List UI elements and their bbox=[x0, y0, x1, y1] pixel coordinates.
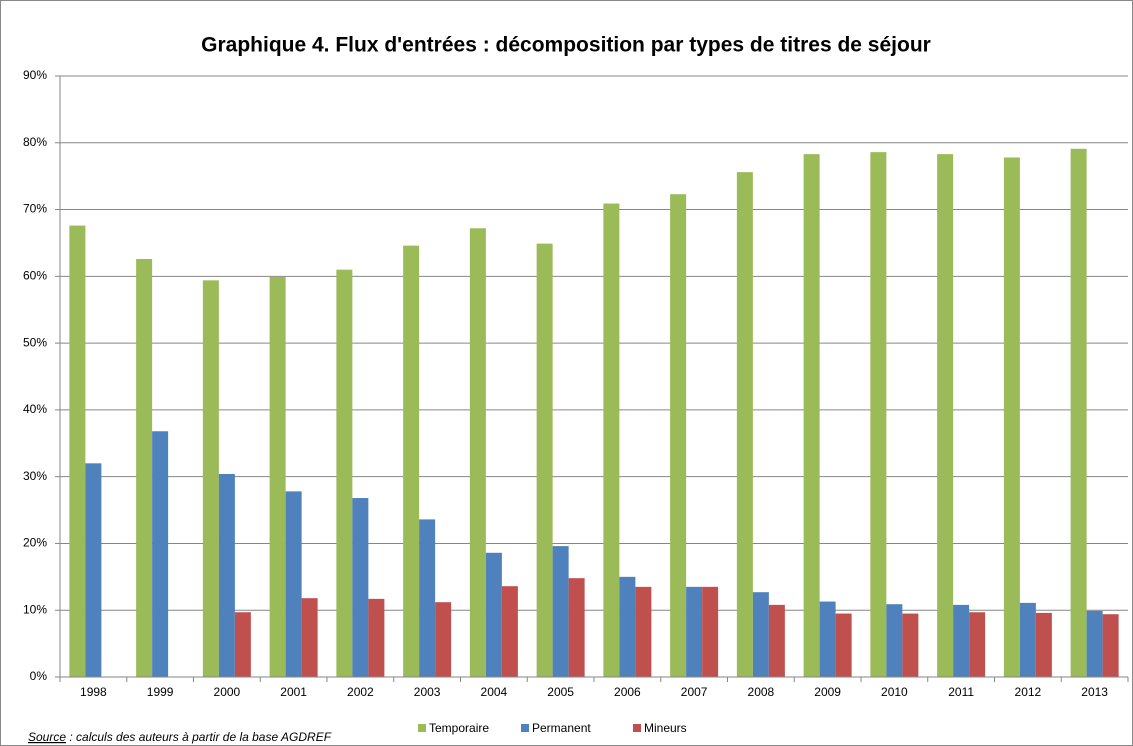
bar bbox=[336, 269, 353, 677]
y-tick-label: 10% bbox=[23, 602, 47, 616]
source-note: Source : calculs des auteurs à partir de… bbox=[28, 730, 332, 744]
legend-label: Temporaire bbox=[429, 721, 489, 735]
bar bbox=[1102, 614, 1119, 677]
chart-title: Graphique 4. Flux d'entrées : décomposit… bbox=[201, 34, 931, 57]
x-tick-label: 2005 bbox=[547, 685, 574, 699]
bar bbox=[285, 491, 302, 677]
y-tick-label: 60% bbox=[23, 269, 47, 283]
x-tick-label: 2011 bbox=[948, 685, 974, 699]
x-tick-label: 2009 bbox=[814, 685, 841, 699]
legend-swatch bbox=[633, 724, 641, 732]
bar bbox=[969, 612, 986, 677]
legend-label: Permanent bbox=[532, 721, 591, 735]
x-tick-label: 2006 bbox=[614, 685, 641, 699]
y-tick-label: 20% bbox=[23, 536, 47, 550]
x-tick-label: 2003 bbox=[414, 685, 441, 699]
bar bbox=[501, 586, 518, 677]
bar bbox=[937, 154, 954, 677]
bar bbox=[568, 578, 585, 677]
bar bbox=[736, 172, 753, 677]
bar bbox=[552, 546, 569, 677]
bar bbox=[469, 228, 486, 677]
source-text: : calculs des auteurs à partir de la bas… bbox=[66, 730, 332, 744]
x-tick-label: 2004 bbox=[481, 685, 508, 699]
bar bbox=[768, 604, 785, 677]
x-tick-label: 1999 bbox=[147, 685, 174, 699]
bar bbox=[352, 498, 369, 677]
bar bbox=[835, 613, 852, 677]
bar bbox=[953, 604, 970, 677]
y-tick-label: 80% bbox=[23, 135, 47, 149]
bar bbox=[368, 598, 385, 677]
legend-label: Mineurs bbox=[644, 721, 687, 735]
y-tick-label: 70% bbox=[23, 202, 47, 216]
y-tick-label: 40% bbox=[23, 402, 47, 416]
x-tick-label: 1998 bbox=[80, 685, 107, 699]
bar bbox=[1019, 602, 1036, 677]
bar bbox=[1035, 612, 1052, 677]
legend-swatch bbox=[521, 724, 529, 732]
bar bbox=[752, 592, 769, 677]
bar bbox=[136, 258, 153, 677]
bar bbox=[670, 194, 687, 678]
bar bbox=[403, 245, 420, 678]
bar bbox=[152, 431, 169, 677]
bar bbox=[902, 613, 919, 677]
x-tick-label: 2013 bbox=[1081, 685, 1108, 699]
bar bbox=[870, 152, 887, 678]
x-tick-label: 2002 bbox=[347, 685, 374, 699]
y-tick-label: 0% bbox=[30, 669, 48, 683]
bar bbox=[301, 598, 318, 677]
bar bbox=[85, 463, 102, 677]
bar bbox=[702, 586, 719, 677]
source-label: Source bbox=[28, 730, 66, 744]
x-tick-label: 2001 bbox=[280, 685, 307, 699]
y-tick-label: 90% bbox=[23, 68, 47, 82]
x-tick-label: 2008 bbox=[748, 685, 775, 699]
bar bbox=[218, 473, 235, 677]
x-tick-label: 2012 bbox=[1015, 685, 1042, 699]
bar bbox=[603, 203, 620, 677]
bar bbox=[1070, 148, 1087, 677]
x-tick-label: 2000 bbox=[214, 685, 241, 699]
bar bbox=[234, 612, 251, 677]
bar bbox=[485, 552, 502, 677]
bar bbox=[1003, 157, 1020, 678]
bar bbox=[803, 154, 820, 677]
bar bbox=[435, 602, 452, 677]
y-tick-label: 50% bbox=[23, 335, 47, 349]
bar bbox=[1086, 610, 1103, 677]
bar bbox=[819, 601, 836, 677]
x-tick-label: 2007 bbox=[681, 685, 708, 699]
bar bbox=[69, 225, 86, 678]
bar bbox=[635, 586, 652, 677]
bar bbox=[269, 277, 286, 677]
bar bbox=[886, 604, 903, 677]
x-tick-label: 2010 bbox=[881, 685, 908, 699]
legend-swatch bbox=[418, 724, 426, 732]
bar bbox=[536, 243, 553, 677]
bar bbox=[202, 280, 219, 677]
bar bbox=[686, 586, 703, 677]
bar bbox=[419, 519, 436, 677]
bar bbox=[619, 576, 636, 677]
y-tick-label: 30% bbox=[23, 469, 47, 483]
